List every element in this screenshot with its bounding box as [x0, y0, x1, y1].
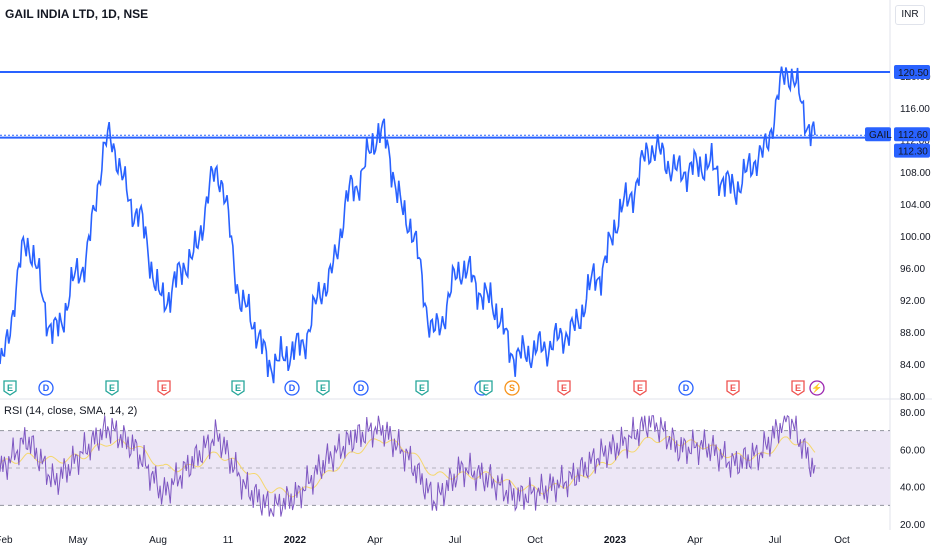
earnings-event-glyph: E	[795, 383, 801, 393]
price-badges: 120.50 112.60 112.30 GAIL	[865, 65, 930, 158]
price-tick-label: 96.00	[900, 264, 925, 275]
rsi-tick-label: 60.00	[900, 445, 925, 456]
earnings-event-glyph: E	[235, 383, 241, 393]
price-series-line	[0, 66, 816, 384]
earnings-event-shape	[557, 380, 571, 396]
price-tick-label: 84.00	[900, 360, 925, 371]
earnings-event-icon[interactable]: E	[105, 380, 119, 396]
time-tick-label: 2022	[284, 535, 307, 546]
price-tick-label: 88.00	[900, 328, 925, 339]
rsi-tick-label: 40.00	[900, 483, 925, 494]
dividend-event-icon[interactable]: D	[353, 380, 369, 396]
price-tick-label: 112.00	[900, 136, 930, 147]
dividend-event-glyph: D	[289, 383, 296, 393]
earnings-event-icon[interactable]: E	[791, 380, 805, 396]
last-price-badge: 112.60	[898, 130, 928, 141]
symbol-badge-bg	[865, 127, 891, 142]
earnings-event-glyph: E	[320, 383, 326, 393]
rsi-axis-ticks: 20.00 40.00 60.00 80.00	[900, 408, 925, 531]
time-tick-label: Jul	[769, 535, 782, 546]
earnings-event-glyph: E	[483, 383, 489, 393]
time-tick-label: Feb	[0, 535, 13, 546]
dividend-event-shape	[678, 380, 694, 396]
earnings-event-glyph: E	[637, 383, 643, 393]
earnings-event-icon[interactable]: E	[557, 380, 571, 396]
dividend-event-glyph: D	[43, 383, 50, 393]
earnings-event-glyph: E	[7, 383, 13, 393]
earnings-event-glyph: E	[419, 383, 425, 393]
split-event-icon[interactable]: S	[504, 380, 520, 396]
earnings-event-glyph: E	[730, 383, 736, 393]
time-tick-label: Aug	[149, 535, 167, 546]
earnings-event-icon[interactable]: E	[633, 380, 647, 396]
earnings-event-shape	[791, 380, 805, 396]
event-markers: EDEEEDEDEDESEEDEE⚡	[3, 380, 825, 396]
time-tick-label: Apr	[367, 535, 383, 546]
price-tick-label: 100.00	[900, 232, 931, 243]
news-event-shape	[809, 380, 825, 396]
news-event-icon[interactable]: ⚡	[809, 380, 825, 396]
earnings-event-glyph: E	[109, 383, 115, 393]
price-tick-label: 108.00	[900, 168, 931, 179]
earnings-event-icon[interactable]: E	[157, 380, 171, 396]
price-line	[0, 66, 816, 384]
dividend-event-icon[interactable]: D	[284, 380, 300, 396]
dividend-event-glyph: D	[683, 383, 690, 393]
time-tick-label: 2023	[604, 535, 627, 546]
time-tick-label: Jul	[449, 535, 462, 546]
split-event-glyph: S	[509, 383, 515, 393]
last-price-badge-bg	[894, 127, 930, 142]
symbol-badge: GAIL	[869, 130, 892, 141]
level-low-badge-bg	[894, 143, 930, 158]
earnings-event-shape	[157, 380, 171, 396]
dividend-event-glyph: D	[358, 383, 365, 393]
chart-title: GAIL INDIA LTD, 1D, NSE	[5, 7, 149, 21]
earnings-event-icon[interactable]: E	[316, 380, 330, 396]
time-axis-ticks: Feb May Aug 11 2022 Apr Jul Oct 2023 Apr Jul Oct	[0, 535, 850, 546]
dividend-event-icon[interactable]: D	[678, 380, 694, 396]
dividend-event-shape	[284, 380, 300, 396]
earnings-event-shape	[231, 380, 245, 396]
price-tick-label: 80.00	[900, 392, 925, 403]
rsi-lines	[0, 414, 816, 517]
currency-button[interactable]: INR	[895, 5, 925, 25]
rsi-line	[0, 414, 816, 517]
earnings-event-shape	[479, 380, 493, 396]
news-event-glyph: ⚡	[811, 382, 822, 394]
split-event-shape	[504, 380, 520, 396]
time-tick-label: May	[69, 535, 88, 546]
earnings-event-icon[interactable]: E	[231, 380, 245, 396]
earnings-event-shape	[105, 380, 119, 396]
price-tick-label: 92.00	[900, 296, 925, 307]
earnings-event-shape	[633, 380, 647, 396]
earnings-event-icon[interactable]: E	[479, 380, 493, 396]
earnings-event-shape	[726, 380, 740, 396]
earnings-event-icon[interactable]: E	[3, 380, 17, 396]
level-high-badge: 120.50	[898, 68, 929, 79]
level-high-badge-bg	[894, 65, 930, 79]
earnings-event-shape	[415, 380, 429, 396]
earnings-event-shape	[3, 380, 17, 396]
dividend-event-icon[interactable]: D	[38, 380, 54, 396]
rsi-tick-label: 80.00	[900, 408, 925, 419]
price-axis-ticks: 80.00 84.00 88.00 92.00 96.00 100.00 104.00 108…	[900, 72, 931, 403]
rsi-title: RSI (14, close, SMA, 14, 2)	[4, 405, 138, 417]
horizontal-levels	[0, 71, 890, 139]
earnings-event-shape	[316, 380, 330, 396]
level-low-badge: 112.30	[898, 147, 928, 158]
earnings-event-icon[interactable]: E	[415, 380, 429, 396]
earnings-event-glyph: E	[561, 383, 567, 393]
earnings-event-icon[interactable]: E	[726, 380, 740, 396]
price-tick-label: 104.00	[900, 200, 931, 211]
time-tick-label: 11	[223, 535, 234, 546]
price-tick-label: 116.00	[900, 104, 930, 115]
rsi-tick-label: 20.00	[900, 520, 925, 531]
time-tick-label: Apr	[687, 535, 703, 546]
dividend-event-shape	[353, 380, 369, 396]
dividend-event-shape	[38, 380, 54, 396]
earnings-event-glyph: E	[161, 383, 167, 393]
time-tick-label: Oct	[527, 535, 543, 546]
time-tick-label: Oct	[834, 535, 850, 546]
